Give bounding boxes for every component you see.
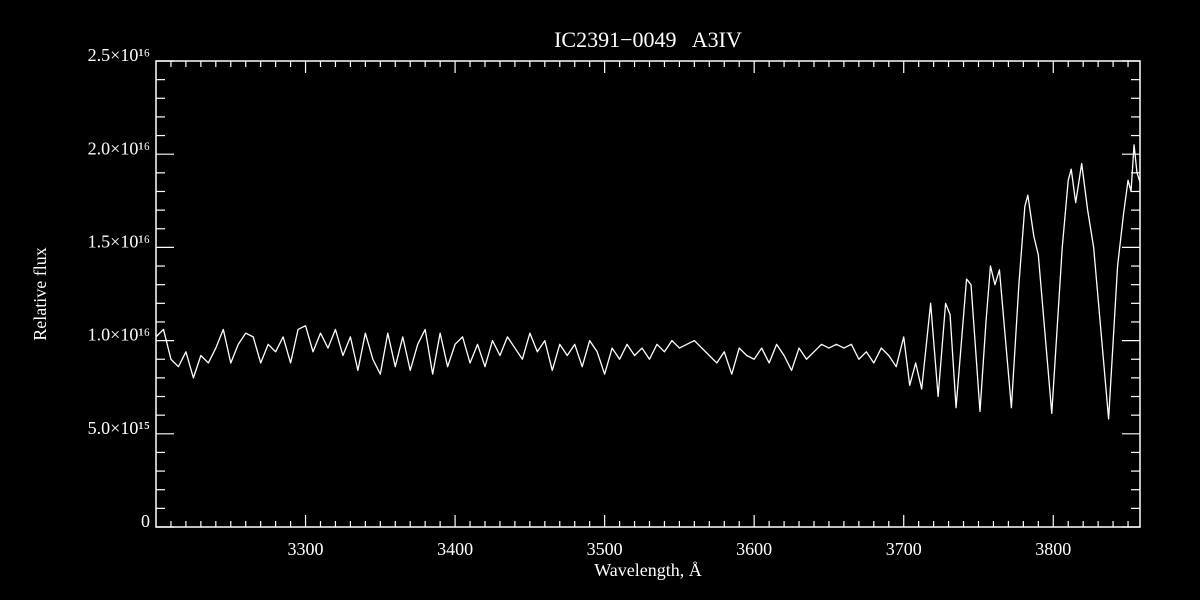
y-tick-label: 1.5×10¹⁶ — [88, 232, 150, 252]
y-tick-label: 0 — [141, 511, 150, 531]
y-tick-label: 2.0×10¹⁶ — [88, 138, 150, 158]
chart-title: IC2391−0049 A3IV — [554, 27, 742, 52]
x-tick-label: 3500 — [587, 539, 623, 559]
x-tick-label: 3400 — [437, 539, 473, 559]
y-tick-label: 5.0×10¹⁵ — [88, 418, 150, 438]
plot-frame — [155, 60, 1141, 528]
y-tick-label: 1.0×10¹⁶ — [88, 325, 150, 345]
x-tick-label: 3600 — [736, 539, 772, 559]
x-tick-label: 3700 — [886, 539, 922, 559]
x-tick-label: 3300 — [288, 539, 324, 559]
x-axis-label: Wavelength, Å — [594, 560, 702, 580]
y-axis-label: Relative flux — [30, 247, 50, 340]
y-tick-label: 2.5×10¹⁶ — [88, 45, 150, 65]
spectrum-line — [155, 144, 1141, 420]
x-tick-label: 3800 — [1035, 539, 1071, 559]
